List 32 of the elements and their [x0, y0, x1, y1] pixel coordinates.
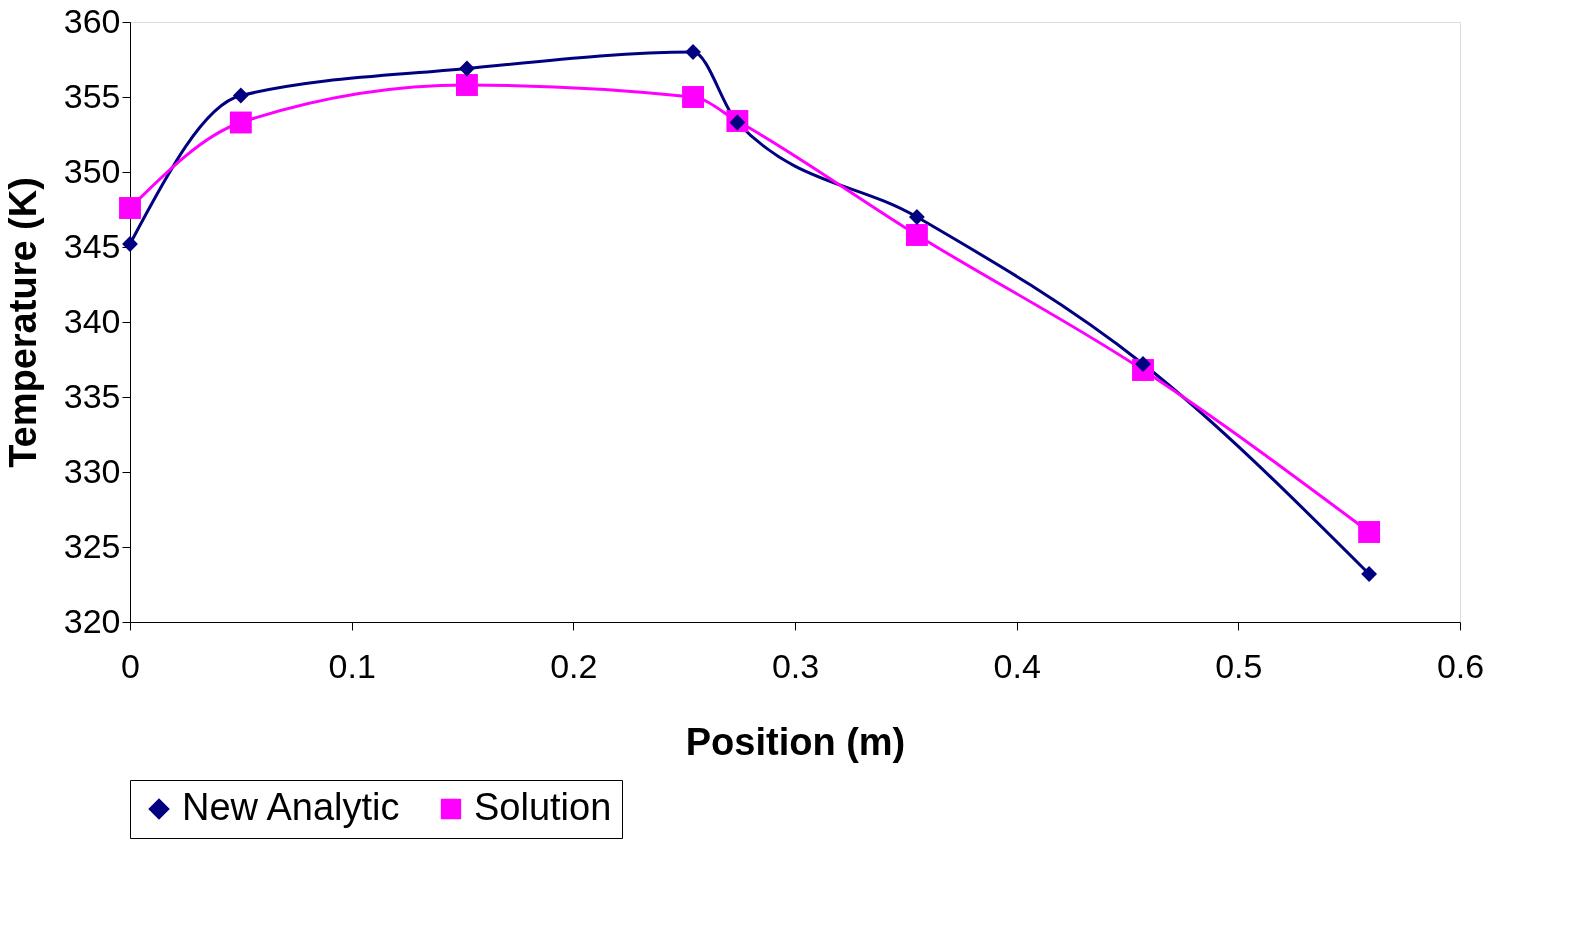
point	[909, 209, 925, 225]
point	[455, 74, 478, 96]
x-tick-label: 0.5	[1215, 646, 1263, 685]
y-tick-label: 335	[63, 376, 121, 415]
point	[119, 197, 141, 219]
y-axis-title: Temperature (K)	[1, 177, 44, 468]
y-tick-label: 325	[63, 526, 121, 565]
point	[905, 224, 928, 246]
y-tick-label: 355	[63, 76, 121, 115]
y-tick-label: 360	[63, 1, 121, 40]
x-tick-label: 0.3	[771, 646, 820, 685]
x-tick-label: 0.6	[1436, 646, 1485, 685]
point	[1361, 566, 1378, 582]
x-tick-label: 0.1	[328, 646, 376, 685]
y-tick-label: 340	[63, 301, 121, 340]
legend-label: New Analytic	[182, 786, 400, 828]
legend-label: Solution	[474, 786, 612, 828]
x-tick-label: 0.4	[993, 646, 1041, 685]
point	[685, 44, 701, 60]
x-axis-title: Position (m)	[685, 720, 906, 763]
y-tick-label: 330	[63, 451, 121, 490]
x-tick-label: 0	[121, 646, 140, 685]
point	[459, 60, 475, 77]
point	[682, 86, 704, 108]
point	[232, 87, 249, 104]
y-tick-label: 320	[63, 601, 121, 640]
point	[122, 236, 138, 252]
x-tick-label: 0.2	[550, 646, 598, 685]
point	[229, 111, 252, 134]
y-tick-label: 345	[63, 226, 121, 265]
point	[1358, 521, 1381, 543]
y-tick-label: 350	[63, 151, 121, 190]
